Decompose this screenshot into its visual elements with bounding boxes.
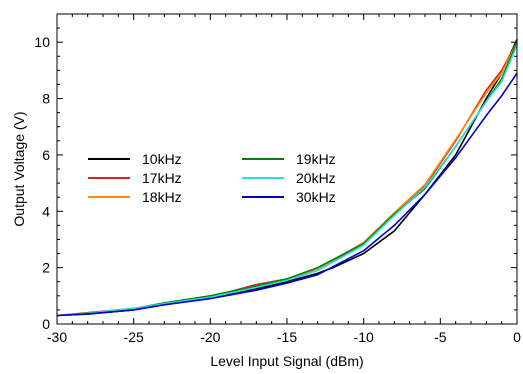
x-tick-label: -20 xyxy=(200,329,220,345)
legend-label-18khz: 18kHz xyxy=(142,189,182,205)
series-line-30khz xyxy=(56,72,518,317)
y-tick-label: 2 xyxy=(42,260,50,276)
x-axis-title: Level Input Signal (dBm) xyxy=(210,353,363,369)
x-tick-label: -25 xyxy=(124,329,144,345)
y-tick-label: 10 xyxy=(34,34,50,50)
y-axis-title: Output Voltage (V) xyxy=(11,111,27,226)
y-tick-label: 8 xyxy=(42,91,50,107)
axis-ticks: -30 -25 -20 -15 -10 -5 0 0 2 4 6 8 10 xyxy=(34,14,521,345)
series-line-20khz xyxy=(56,44,518,317)
x-tick-label: -30 xyxy=(47,329,67,345)
y-tick-label: 0 xyxy=(42,316,50,332)
legend-label-30khz: 30kHz xyxy=(296,189,336,205)
x-tick-label: 0 xyxy=(513,329,521,345)
plot-frame xyxy=(56,13,518,325)
legend: 10kHz 17kHz 18kHz 19kHz 20kHz 30kHz xyxy=(88,151,336,205)
x-tick-label: -15 xyxy=(277,329,297,345)
x-tick-label: -10 xyxy=(354,329,374,345)
y-tick-label: 4 xyxy=(42,203,50,219)
legend-label-17khz: 17kHz xyxy=(142,170,182,186)
legend-label-20khz: 20kHz xyxy=(296,170,336,186)
legend-label-10khz: 10kHz xyxy=(142,151,182,167)
y-tick-label: 6 xyxy=(42,147,50,163)
legend-label-19khz: 19kHz xyxy=(296,151,336,167)
plot-lines xyxy=(56,39,518,317)
x-tick-label: -5 xyxy=(434,329,447,345)
